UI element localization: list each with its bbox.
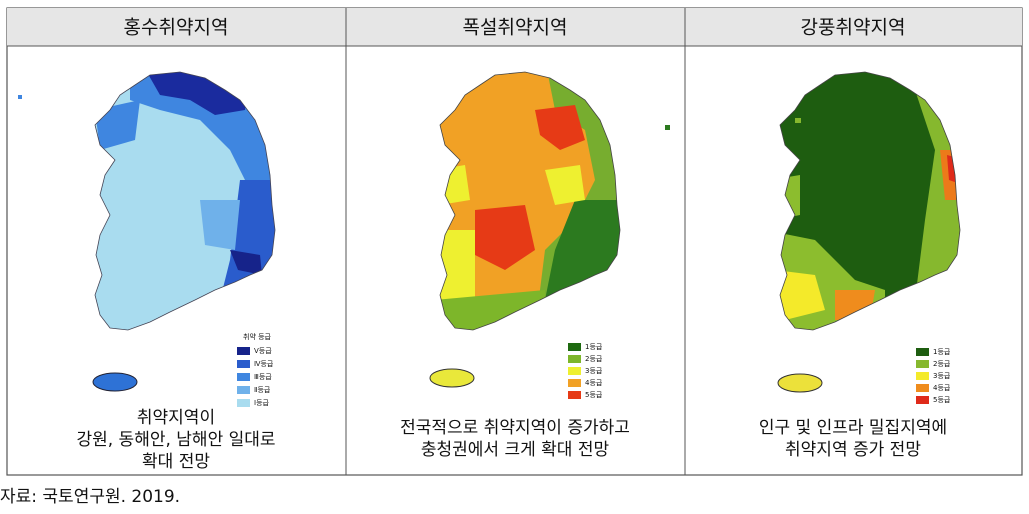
caption: 강원, 동해안, 남해안 일대로: [76, 430, 275, 450]
legend: 1등급 2등급 3등급 4등급 5등급: [568, 343, 603, 399]
legend-label: 5등급: [585, 391, 603, 399]
legend-label: 1등급: [933, 348, 951, 356]
legend: Ⅴ등급 Ⅳ등급 Ⅲ등급 Ⅱ등급 Ⅰ등급: [237, 347, 274, 407]
legend-label: Ⅳ등급: [254, 360, 274, 368]
legend-swatch: [916, 384, 929, 392]
caption: 취약지역 증가 전망: [785, 440, 921, 460]
legend-swatch: [916, 348, 929, 356]
legend-label: 2등급: [933, 360, 951, 368]
legend-swatch: [568, 343, 581, 351]
legend-swatch: [916, 396, 929, 404]
legend-swatch: [568, 355, 581, 363]
legend-label: 5등급: [933, 396, 951, 404]
legend-label: Ⅴ등급: [254, 347, 272, 355]
source: 자료: 국토연구원. 2019.: [0, 487, 180, 507]
caption: 인구 및 인프라 밀집지역에: [759, 418, 947, 438]
legend-swatch: [237, 386, 250, 394]
legend-swatch: [568, 391, 581, 399]
legend-label: Ⅱ등급: [254, 386, 271, 394]
legend-swatch: [568, 379, 581, 387]
legend-swatch: [568, 367, 581, 375]
caption: 확대 전망: [142, 452, 210, 472]
legend-swatch: [237, 347, 250, 355]
map: [18, 71, 276, 392]
legend-swatch: [237, 373, 250, 381]
map: [777, 71, 961, 393]
legend-swatch: [916, 360, 929, 368]
legend-label: Ⅰ등급: [254, 399, 270, 407]
caption: 충청권에서 크게 확대 전망: [421, 440, 610, 460]
legend-label: 3등급: [933, 372, 951, 380]
legend-label: 2등급: [585, 355, 603, 363]
header: 강풍취약지역: [801, 17, 906, 39]
legend-label: Ⅲ등급: [254, 373, 272, 381]
legend-title: 취약 등급: [243, 332, 272, 341]
header-bg: [7, 8, 1022, 46]
legend-label: 3등급: [585, 367, 603, 375]
legend-swatch: [916, 372, 929, 380]
caption: 전국적으로 취약지역이 증가하고: [400, 418, 630, 438]
legend-label: 4등급: [585, 379, 603, 387]
caption: 취약지역이: [137, 408, 215, 428]
map: [429, 71, 670, 388]
header: 홍수취약지역: [124, 17, 229, 39]
header: 폭설취약지역: [463, 17, 568, 39]
legend-label: 1등급: [585, 343, 603, 351]
legend-swatch: [237, 360, 250, 368]
legend-swatch: [237, 399, 250, 407]
legend-label: 4등급: [933, 384, 951, 392]
legend: 1등급 2등급 3등급 4등급 5등급: [916, 348, 951, 404]
